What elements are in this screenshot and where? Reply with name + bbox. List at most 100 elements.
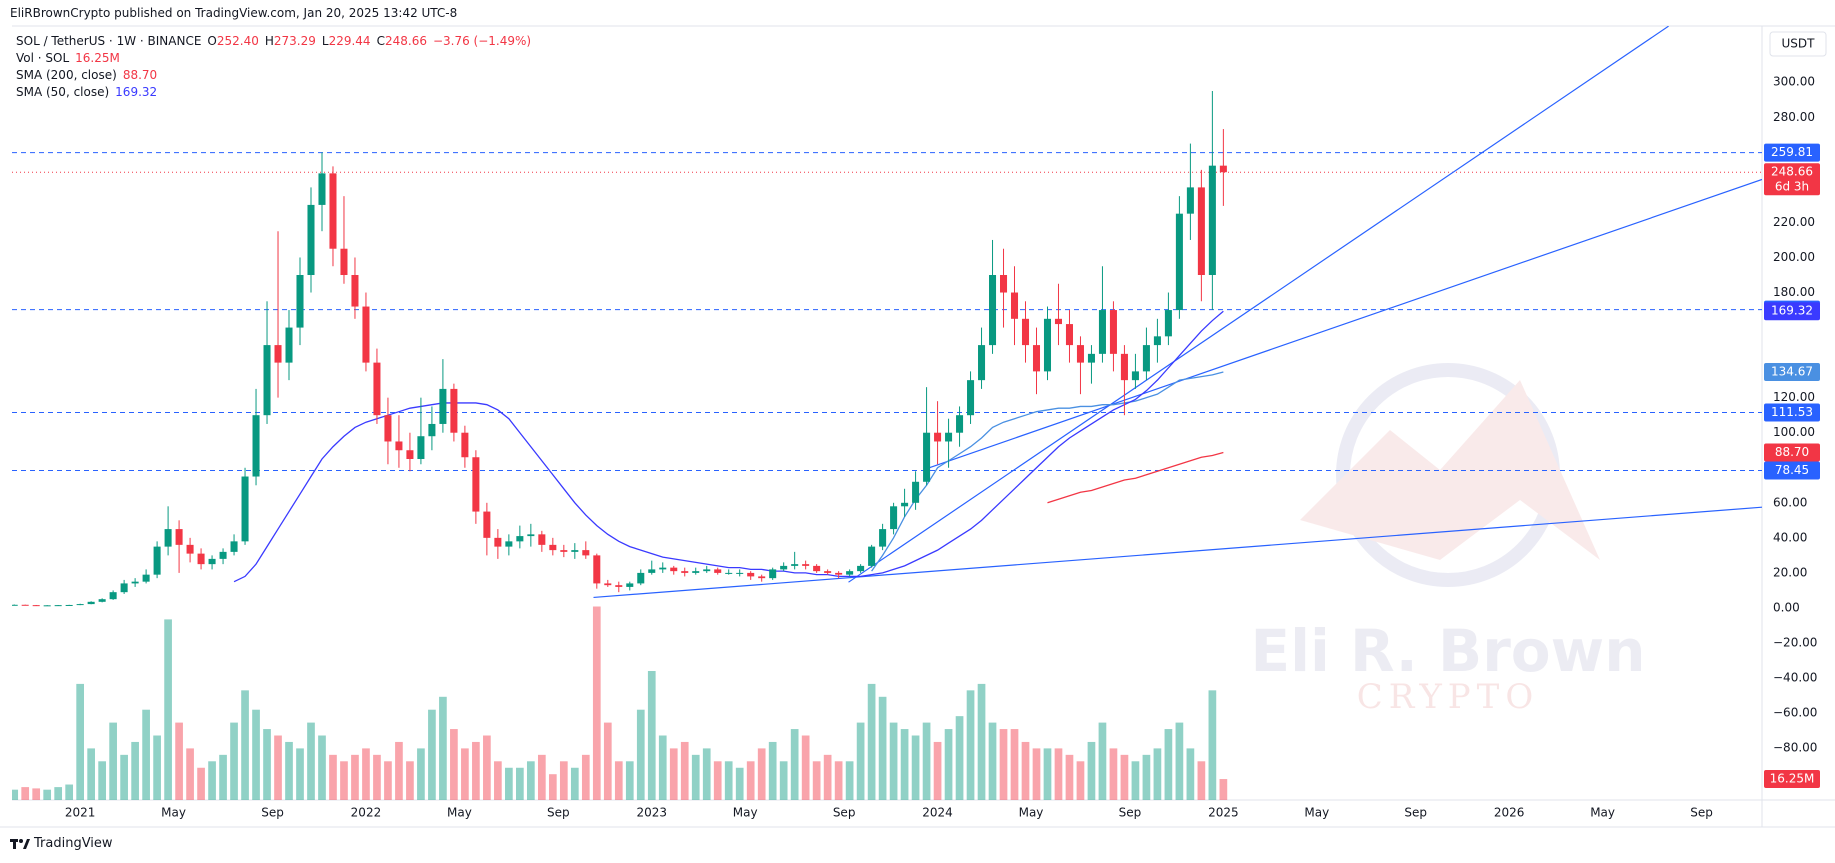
volume-bar bbox=[307, 722, 315, 800]
volume-bar bbox=[109, 722, 117, 800]
volume-bar bbox=[186, 748, 194, 800]
volume-bar bbox=[1142, 754, 1151, 800]
volume-bar bbox=[230, 722, 238, 800]
candle-body bbox=[1043, 318, 1052, 372]
volume-bar bbox=[900, 729, 909, 800]
candle-body bbox=[725, 572, 733, 574]
watermark-ring bbox=[1336, 363, 1560, 587]
x-tick-label: Sep bbox=[833, 806, 856, 820]
volume-bar bbox=[845, 761, 854, 800]
candle-body bbox=[692, 571, 700, 573]
candle-body bbox=[153, 546, 161, 575]
watermark-shape bbox=[1300, 380, 1600, 560]
volume-bar bbox=[494, 761, 502, 800]
volume-bar bbox=[1076, 761, 1085, 800]
candle-body bbox=[362, 306, 370, 363]
volume-bar bbox=[351, 754, 359, 800]
y-tick-label: 120.00 bbox=[1773, 390, 1815, 404]
candle-body bbox=[32, 605, 40, 607]
candle-body bbox=[857, 565, 865, 572]
candle-body bbox=[868, 546, 876, 566]
y-tick-label: 200.00 bbox=[1773, 250, 1815, 264]
x-tick-label: May bbox=[447, 806, 472, 820]
candle-body bbox=[318, 173, 326, 205]
volume-bar bbox=[790, 729, 799, 800]
volume-bar bbox=[164, 619, 172, 800]
volume-bar bbox=[614, 761, 623, 800]
x-tick-label: May bbox=[161, 806, 186, 820]
volume-bar bbox=[1087, 741, 1096, 800]
candle-body bbox=[1219, 165, 1227, 173]
x-tick-label: 2026 bbox=[1494, 806, 1525, 820]
volume-bar bbox=[1043, 748, 1052, 800]
sma-tag: 88.70 bbox=[1775, 445, 1809, 459]
level-tag-bg bbox=[1764, 143, 1820, 162]
volume-bar bbox=[1010, 729, 1019, 800]
volume-bar bbox=[592, 606, 601, 800]
volume-bar bbox=[559, 761, 568, 800]
candle-body bbox=[879, 529, 887, 547]
volume-tag-bg bbox=[1764, 770, 1820, 789]
candle-body bbox=[12, 604, 18, 606]
x-tick-label: 2025 bbox=[1208, 806, 1239, 820]
volume-bar bbox=[801, 735, 810, 800]
volume-bar bbox=[208, 761, 216, 800]
candle-body bbox=[736, 572, 744, 574]
candle-body bbox=[1098, 310, 1106, 354]
volume-bar bbox=[1032, 748, 1041, 800]
currency-button[interactable] bbox=[1769, 31, 1827, 57]
candle-body bbox=[373, 362, 381, 416]
candle-body bbox=[186, 544, 194, 554]
logo bbox=[10, 838, 30, 849]
y-tick-label: 20.00 bbox=[1773, 565, 1807, 579]
candle-body bbox=[945, 432, 953, 442]
volume-bar bbox=[153, 735, 161, 800]
candle-body bbox=[219, 551, 227, 559]
ohlc-key: H bbox=[264, 34, 274, 48]
volume-bar bbox=[988, 722, 997, 800]
series-value: 88.70 bbox=[122, 68, 158, 82]
candle-body bbox=[54, 605, 62, 607]
candle-body bbox=[21, 604, 29, 606]
legend-row: SMA (200, close) 88.70 bbox=[16, 67, 537, 84]
candle-body bbox=[956, 415, 964, 433]
candle-body bbox=[296, 275, 304, 328]
candle-body bbox=[604, 583, 612, 586]
volume-bar bbox=[669, 748, 678, 800]
candle-body bbox=[813, 565, 821, 572]
ohlc-value: 273.29 bbox=[273, 34, 316, 48]
volume-bar bbox=[197, 767, 205, 800]
volume-bar bbox=[274, 735, 282, 800]
volume-bar bbox=[1164, 729, 1173, 800]
y-tick-label: 100.00 bbox=[1773, 425, 1815, 439]
candle-body bbox=[120, 583, 128, 593]
candle-body bbox=[98, 599, 106, 602]
volume-bar bbox=[241, 690, 249, 800]
volume-bar bbox=[1197, 761, 1206, 800]
legend: SOL / TetherUS · 1W · BINANCE O252.40 H273… bbox=[16, 33, 537, 101]
legend-row: SOL / TetherUS · 1W · BINANCE O252.40 H273… bbox=[16, 33, 537, 50]
candle-body bbox=[131, 581, 139, 584]
volume-bar bbox=[54, 787, 63, 800]
candle-body bbox=[109, 592, 117, 600]
series-name: SMA (200, close) bbox=[16, 68, 117, 82]
x-tick-label: May bbox=[733, 806, 758, 820]
volume-bar bbox=[142, 709, 150, 800]
candle-body bbox=[175, 529, 183, 545]
sma-line bbox=[233, 310, 1224, 583]
candle-body bbox=[406, 450, 414, 459]
x-tick-label: Sep bbox=[1690, 806, 1713, 820]
candle-body bbox=[670, 567, 678, 572]
candle-body bbox=[1065, 324, 1073, 346]
candle-body bbox=[1010, 292, 1019, 319]
level-tag-bg bbox=[1764, 403, 1820, 422]
volume-bar bbox=[516, 767, 524, 800]
volume-bar bbox=[856, 722, 865, 800]
volume-name: Vol · SOL bbox=[16, 51, 70, 65]
volume-bar bbox=[472, 741, 480, 800]
candle-body bbox=[582, 550, 590, 556]
candle-body bbox=[923, 432, 931, 482]
candle-body bbox=[1109, 310, 1117, 354]
legend-row: SMA (50, close) 169.32 bbox=[16, 84, 537, 101]
